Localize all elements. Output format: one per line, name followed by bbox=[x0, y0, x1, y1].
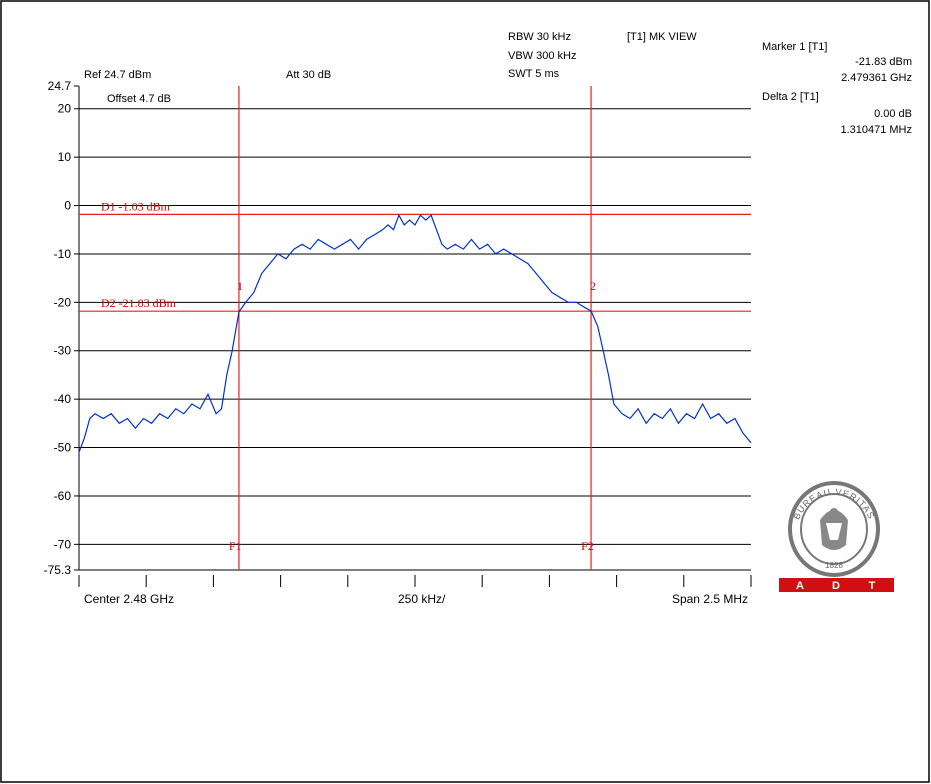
frequency-lines: F1 F2 bbox=[229, 86, 594, 570]
span-label: Span 2.5 MHz bbox=[672, 592, 748, 606]
display-lines: D1 -1.03 dBm D2 -21.83 dBm bbox=[79, 199, 751, 312]
y-tick-label: -10 bbox=[54, 247, 72, 261]
marker1-tag: 1 bbox=[237, 279, 243, 293]
y-tick-label: -50 bbox=[54, 441, 72, 455]
y-tick-label: -40 bbox=[54, 392, 72, 406]
marker1-title: Marker 1 [T1] bbox=[762, 41, 827, 53]
logo-year: 1828 bbox=[825, 561, 843, 570]
y-tick-label: -75.3 bbox=[44, 563, 72, 577]
y-tick-labels: 24.7 20 10 0 -10 -20 -30 -40 -50 -60 -70 -75.3 bbox=[44, 79, 79, 577]
frequency-line-label-2: F2 bbox=[581, 539, 594, 553]
y-tick-label: -20 bbox=[54, 295, 72, 309]
marker2-tag: 2 bbox=[590, 279, 596, 293]
frequency-line-label-1: F1 bbox=[229, 539, 242, 553]
y-tick-label: -60 bbox=[54, 489, 72, 503]
offset-label: Offset 4.7 dB bbox=[107, 93, 171, 105]
ref-level-label: Ref 24.7 dBm bbox=[84, 69, 151, 81]
display-line-label-1: D1 -1.03 dBm bbox=[101, 199, 171, 213]
center-frequency-label: Center 2.48 GHz bbox=[84, 592, 174, 606]
adt-banner bbox=[779, 578, 894, 592]
rbw-label: RBW 30 kHz bbox=[508, 31, 571, 43]
y-tick-label: 0 bbox=[64, 199, 71, 213]
y-tick-label: -30 bbox=[54, 344, 72, 358]
delta2-level: 0.00 dB bbox=[874, 108, 912, 120]
spectrum-trace bbox=[78, 213, 752, 453]
delta2-frequency: 1.310471 MHz bbox=[840, 124, 912, 136]
view-label: [T1] MK VIEW bbox=[627, 31, 697, 43]
x-tick-marks bbox=[78, 575, 752, 587]
swt-label: SWT 5 ms bbox=[508, 68, 560, 80]
attenuation-label: Att 30 dB bbox=[286, 69, 331, 81]
adt-letter-t: T bbox=[869, 580, 876, 592]
spectrum-plot: 24.7 20 10 0 -10 -20 -30 -40 -50 -60 -70 -75.3 D1 -… bbox=[44, 79, 752, 587]
bureau-veritas-logo: BUREAU VERITAS 1828 bbox=[788, 481, 880, 577]
y-tick-label: 24.7 bbox=[48, 79, 72, 93]
y-tick-label: -70 bbox=[54, 537, 72, 551]
marker1-frequency: 2.479361 GHz bbox=[841, 72, 912, 84]
display-line-label-2: D2 -21.83 dBm bbox=[101, 296, 177, 310]
per-division-label: 250 kHz/ bbox=[398, 592, 446, 606]
y-tick-label: 20 bbox=[58, 102, 72, 116]
adt-letter-d: D bbox=[832, 580, 840, 592]
y-tick-label: 10 bbox=[58, 150, 72, 164]
vbw-label: VBW 300 kHz bbox=[508, 50, 576, 62]
grid bbox=[78, 86, 751, 571]
delta2-title: Delta 2 [T1] bbox=[762, 91, 819, 103]
adt-letter-a: A bbox=[796, 580, 804, 592]
marker1-level: -21.83 dBm bbox=[855, 56, 912, 68]
